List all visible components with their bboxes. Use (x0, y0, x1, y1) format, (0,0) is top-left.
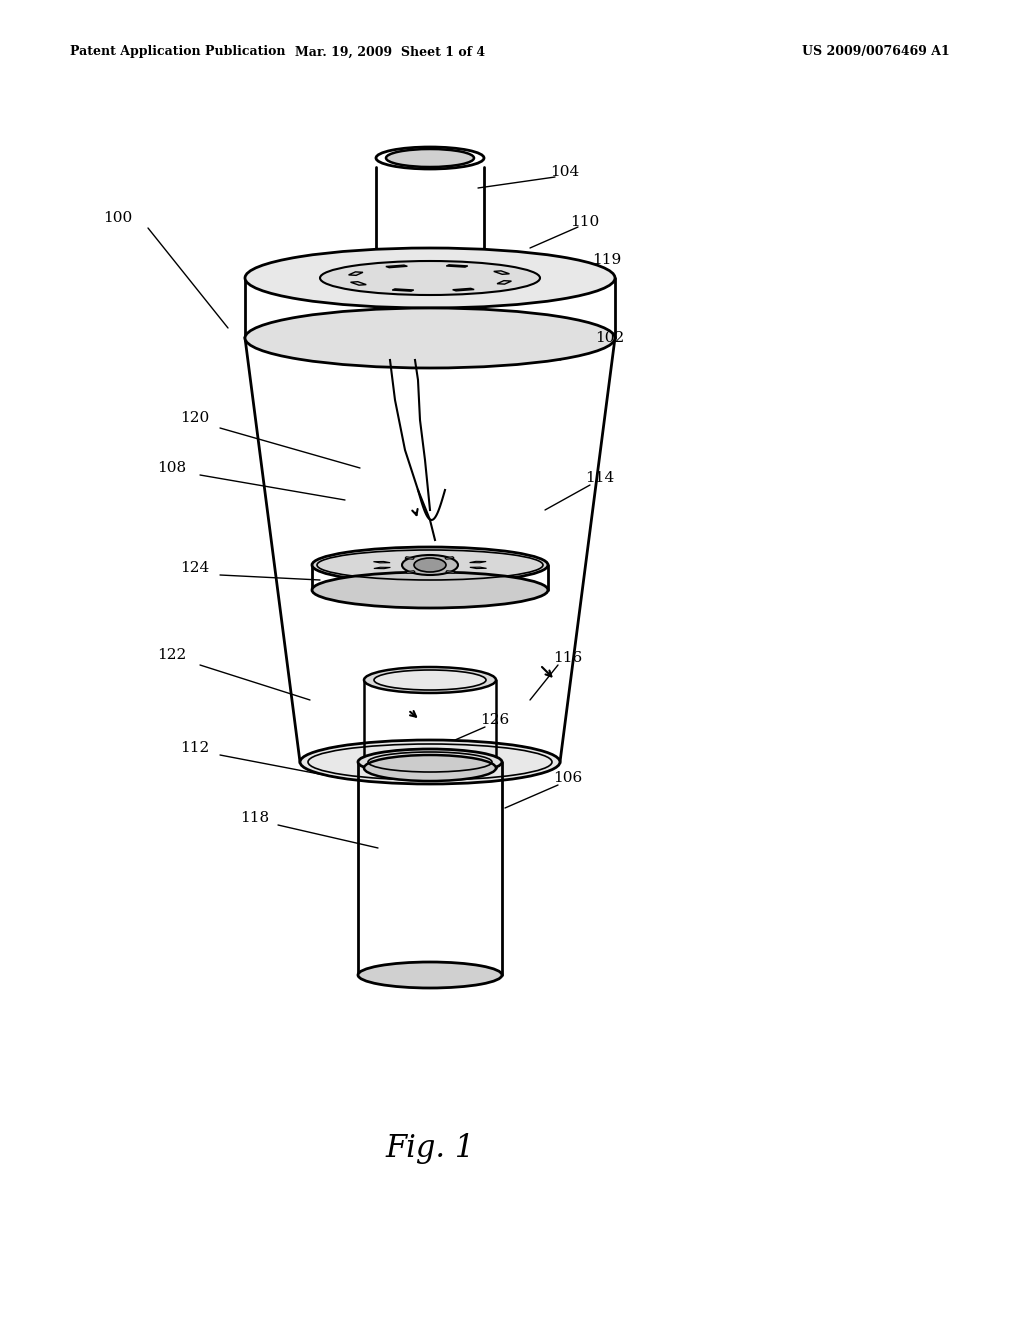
Text: 124: 124 (180, 561, 210, 576)
Text: 119: 119 (592, 253, 622, 267)
Text: 120: 120 (180, 411, 210, 425)
Ellipse shape (319, 261, 540, 294)
Polygon shape (446, 265, 468, 267)
Ellipse shape (312, 546, 548, 583)
Text: 100: 100 (103, 211, 133, 224)
Polygon shape (453, 288, 474, 290)
Ellipse shape (402, 554, 458, 576)
Text: 106: 106 (553, 771, 583, 785)
Text: 126: 126 (480, 713, 510, 727)
Polygon shape (470, 568, 486, 569)
Ellipse shape (374, 671, 486, 690)
Polygon shape (497, 281, 511, 284)
Text: 116: 116 (553, 651, 583, 665)
Text: 104: 104 (550, 165, 580, 180)
Polygon shape (470, 561, 486, 562)
Polygon shape (444, 557, 454, 560)
Text: Fig. 1: Fig. 1 (385, 1133, 475, 1163)
Ellipse shape (386, 149, 474, 168)
Polygon shape (374, 568, 390, 569)
Polygon shape (406, 570, 415, 573)
Polygon shape (406, 557, 415, 560)
Ellipse shape (312, 572, 548, 609)
Ellipse shape (245, 308, 615, 368)
Text: 118: 118 (241, 810, 269, 825)
Polygon shape (386, 265, 408, 268)
Ellipse shape (358, 748, 502, 775)
Text: 112: 112 (180, 741, 210, 755)
Text: 114: 114 (586, 471, 614, 484)
Polygon shape (445, 570, 455, 573)
Polygon shape (494, 271, 510, 275)
Ellipse shape (364, 755, 496, 781)
Text: Patent Application Publication: Patent Application Publication (70, 45, 286, 58)
Text: 102: 102 (595, 331, 625, 345)
Polygon shape (392, 289, 414, 292)
Text: US 2009/0076469 A1: US 2009/0076469 A1 (802, 45, 950, 58)
Polygon shape (374, 561, 390, 562)
Ellipse shape (376, 267, 484, 289)
Ellipse shape (376, 147, 484, 169)
Text: Mar. 19, 2009  Sheet 1 of 4: Mar. 19, 2009 Sheet 1 of 4 (295, 45, 485, 58)
Text: 110: 110 (570, 215, 600, 228)
Ellipse shape (364, 667, 496, 693)
Polygon shape (350, 281, 367, 285)
Ellipse shape (368, 264, 492, 292)
Text: 108: 108 (158, 461, 186, 475)
Text: 122: 122 (158, 648, 186, 663)
Ellipse shape (358, 962, 502, 987)
Ellipse shape (414, 558, 446, 572)
Ellipse shape (300, 741, 560, 784)
Polygon shape (348, 272, 362, 276)
Ellipse shape (245, 248, 615, 308)
